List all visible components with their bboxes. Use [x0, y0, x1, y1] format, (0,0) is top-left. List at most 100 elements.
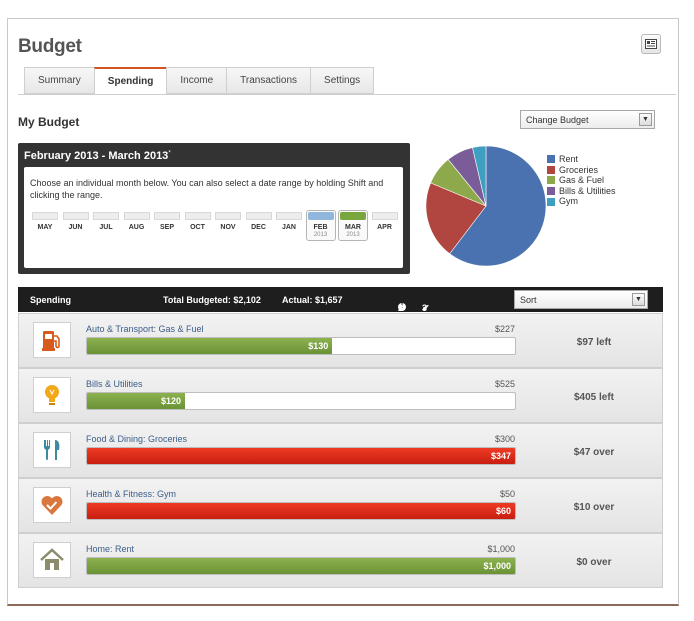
- month-aug[interactable]: AUG: [123, 212, 151, 241]
- month-selector: MAY JUN JUL AUG SEP OCT NOV DEC JAN FEB 2013 MAR 201…: [31, 210, 401, 241]
- remaining-status: $405 left: [573, 392, 615, 403]
- month-bar: [32, 212, 58, 220]
- legend-label: Gym: [559, 196, 578, 207]
- category-name[interactable]: Home: Rent: [86, 544, 135, 554]
- month-year: 2013: [346, 232, 360, 238]
- pie-slice-gym[interactable]: [472, 145, 487, 207]
- month-bar: [215, 212, 241, 220]
- month-nov[interactable]: NOV: [214, 212, 242, 241]
- progress-fill: $120: [87, 393, 185, 409]
- budget-amount: $1,000: [487, 544, 515, 554]
- tab-spending[interactable]: Spending: [93, 67, 167, 95]
- legend-swatch: [547, 187, 555, 196]
- newspaper-icon[interactable]: [641, 34, 661, 54]
- month-bar: [371, 212, 398, 220]
- month-sep[interactable]: SEP: [153, 212, 181, 241]
- remaining-status: $97 left: [576, 337, 612, 348]
- gas-pump-icon: [33, 322, 71, 358]
- month-jun[interactable]: JUN: [62, 212, 90, 241]
- over-count-value: 2: [398, 303, 404, 313]
- budget-row[interactable]: Auto & Transport: Gas & Fuel $227 $130 $…: [18, 313, 663, 368]
- month-bar: [307, 212, 334, 220]
- progress-bar: $120: [86, 392, 516, 410]
- legend-label: Groceries: [559, 164, 599, 175]
- tab-income[interactable]: Income: [166, 67, 227, 94]
- month-bar: [276, 212, 302, 220]
- ok-count-value: 3: [422, 303, 428, 313]
- month-bar: [154, 212, 180, 220]
- month-label: JAN: [281, 224, 296, 231]
- month-feb[interactable]: FEB 2013: [305, 210, 336, 241]
- change-budget-label: Change Budget: [526, 114, 589, 125]
- section-title: My Budget: [18, 115, 80, 129]
- fork-knife-icon: [33, 432, 71, 468]
- budget-amount: $50: [499, 489, 515, 499]
- month-apr[interactable]: APR: [371, 212, 399, 241]
- category-name[interactable]: Health & Fitness: Gym: [86, 489, 177, 499]
- category-name[interactable]: Auto & Transport: Gas & Fuel: [86, 324, 204, 334]
- remaining-status: $47 over: [573, 447, 615, 458]
- month-label: SEP: [159, 224, 174, 231]
- legend-label: Rent: [559, 154, 579, 164]
- sort-select[interactable]: Sort ▼: [514, 290, 648, 309]
- progress-bar: $60: [86, 502, 516, 520]
- month-year: 2013: [313, 232, 328, 238]
- month-label: AUG: [128, 224, 145, 231]
- pie-slice-rent[interactable]: [449, 145, 547, 267]
- progress-bar: $347: [86, 447, 516, 465]
- tab-summary[interactable]: Summary: [24, 67, 94, 94]
- month-jul[interactable]: JUL: [92, 212, 120, 241]
- sort-label: Sort: [520, 294, 537, 305]
- month-label: NOV: [220, 224, 236, 231]
- house-icon: [33, 542, 71, 578]
- month-bar: [93, 212, 119, 220]
- total-budgeted: Total Budgeted: $2,102: [163, 295, 261, 305]
- category-name[interactable]: Bills & Utilities: [86, 379, 143, 389]
- budget-row[interactable]: Food & Dining: Groceries $300 $347 $47 o…: [18, 423, 663, 478]
- page-title: Budget: [18, 36, 82, 57]
- month-oct[interactable]: OCT: [184, 212, 212, 241]
- legend-item: Groceries: [547, 165, 616, 176]
- spent-amount: $347: [490, 451, 511, 461]
- progress-fill: $60: [87, 503, 515, 519]
- month-label: JUL: [99, 224, 113, 231]
- budget-amount: $300: [494, 434, 515, 444]
- budget-amount: $227: [494, 324, 515, 334]
- remaining-status: $10 over: [573, 502, 615, 513]
- budget-amount: $525: [494, 379, 515, 389]
- legend-item: Bills & Utilities: [547, 186, 616, 197]
- legend-label: Bills & Utilities: [559, 185, 616, 196]
- month-label: MAY: [37, 224, 53, 231]
- budget-row[interactable]: Health & Fitness: Gym $50 $60 $10 over: [18, 478, 663, 533]
- progress-bar: $1,000: [86, 557, 516, 575]
- lightbulb-icon: [33, 377, 71, 413]
- date-range-body: Choose an individual month below. You ca…: [24, 167, 403, 268]
- change-budget-select[interactable]: Change Budget ▼: [520, 110, 655, 129]
- budget-row[interactable]: Home: Rent $1,000 $1,000 $0 over: [18, 533, 663, 588]
- alert-icon: !: [398, 303, 406, 311]
- tabs-divider: [18, 94, 676, 95]
- date-range-instructions: Choose an individual month below. You ca…: [30, 178, 384, 200]
- month-dec[interactable]: DEC: [245, 212, 273, 241]
- month-bar: [123, 212, 150, 220]
- legend-item: Gym: [547, 196, 616, 207]
- legend-swatch: [547, 176, 555, 185]
- month-may[interactable]: MAY: [31, 212, 59, 241]
- tab-transactions[interactable]: Transactions: [226, 67, 311, 94]
- legend-label: Gas & Fuel: [559, 175, 605, 186]
- month-label: MAR: [345, 224, 361, 231]
- pie-slice-groceries[interactable]: [425, 182, 487, 255]
- category-name[interactable]: Food & Dining: Groceries: [86, 434, 188, 444]
- progress-bar: $130: [86, 337, 516, 355]
- spent-amount: $60: [495, 506, 511, 516]
- month-mar[interactable]: MAR 2013: [338, 210, 368, 241]
- month-jan[interactable]: JAN: [275, 212, 303, 241]
- legend-item: Gas & Fuel: [547, 175, 616, 186]
- spent-amount: $120: [160, 396, 181, 406]
- month-label: APR: [377, 224, 392, 231]
- chevron-down-icon: ▼: [639, 113, 652, 126]
- tab-settings[interactable]: Settings: [310, 67, 375, 94]
- legend-swatch: [547, 155, 555, 164]
- budget-row[interactable]: Bills & Utilities $525 $120 $405 left: [18, 368, 663, 423]
- heart-check-icon: [33, 487, 71, 523]
